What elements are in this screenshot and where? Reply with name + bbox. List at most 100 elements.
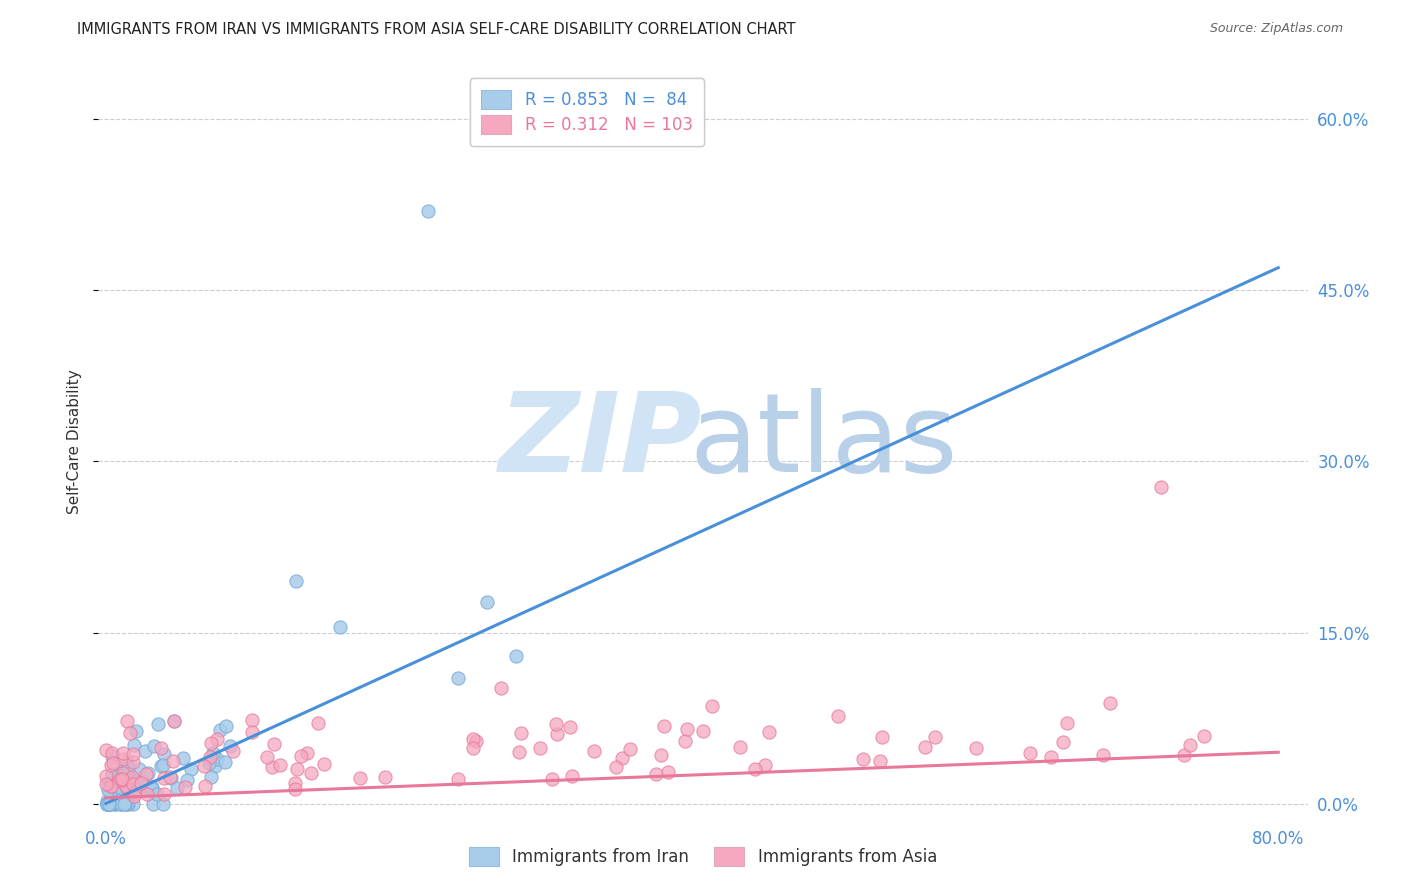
Point <box>149 740 172 755</box>
Text: ZIP: ZIP <box>499 388 702 495</box>
Point <box>98 775 121 789</box>
Point <box>98 797 121 811</box>
Point <box>447 772 470 786</box>
Point <box>546 727 568 741</box>
Point <box>869 754 891 768</box>
Point <box>100 758 122 772</box>
Point <box>827 708 849 723</box>
Point <box>582 744 605 758</box>
Point <box>446 671 468 685</box>
Point <box>152 747 174 761</box>
Point <box>1150 479 1173 493</box>
Point <box>285 762 308 776</box>
Point <box>676 722 699 736</box>
Legend: Immigrants from Iran, Immigrants from Asia: Immigrants from Iran, Immigrants from As… <box>461 838 945 875</box>
Point <box>172 750 194 764</box>
Point <box>163 714 186 729</box>
Point <box>94 743 117 757</box>
Point <box>134 744 156 758</box>
Point <box>128 784 150 798</box>
Point <box>174 780 197 794</box>
Point <box>561 769 583 783</box>
Point <box>610 750 633 764</box>
Point <box>117 756 139 770</box>
Point <box>152 758 174 772</box>
Point <box>97 797 120 811</box>
Point <box>94 777 117 791</box>
Point <box>148 716 170 731</box>
Point <box>96 797 118 811</box>
Point <box>193 758 215 772</box>
Point <box>692 724 714 739</box>
Point <box>544 717 567 731</box>
Point <box>673 734 696 748</box>
Point <box>103 781 125 796</box>
Point <box>124 786 146 800</box>
Point <box>652 719 675 733</box>
Point <box>118 775 141 789</box>
Point <box>301 766 323 780</box>
Point <box>150 758 173 772</box>
Point <box>96 797 118 811</box>
Point <box>98 793 121 807</box>
Point <box>214 755 236 769</box>
Point <box>374 771 396 785</box>
Text: Source: ZipAtlas.com: Source: ZipAtlas.com <box>1209 22 1343 36</box>
Point <box>115 780 138 795</box>
Point <box>108 797 131 811</box>
Point <box>284 781 307 796</box>
Point <box>204 759 226 773</box>
Point <box>136 765 159 780</box>
Point <box>162 754 184 768</box>
Point <box>163 714 186 728</box>
Point <box>152 797 174 811</box>
Point <box>307 715 329 730</box>
Point <box>349 772 371 786</box>
Point <box>260 760 283 774</box>
Point <box>965 740 987 755</box>
Point <box>100 779 122 793</box>
Point <box>121 797 143 811</box>
Point <box>122 781 145 796</box>
Point <box>153 771 176 785</box>
Point <box>108 765 131 780</box>
Point <box>100 797 122 811</box>
Point <box>650 748 672 763</box>
Point <box>135 782 157 797</box>
Point <box>111 765 134 780</box>
Text: IMMIGRANTS FROM IRAN VS IMMIGRANTS FROM ASIA SELF-CARE DISABILITY CORRELATION CH: IMMIGRANTS FROM IRAN VS IMMIGRANTS FROM … <box>77 22 796 37</box>
Point <box>110 797 132 811</box>
Point <box>1056 715 1078 730</box>
Point <box>284 776 307 790</box>
Point <box>200 736 222 750</box>
Point <box>541 772 564 786</box>
Point <box>141 780 163 795</box>
Point <box>508 745 530 759</box>
Point <box>121 770 143 784</box>
Point <box>142 797 165 811</box>
Point <box>135 767 157 781</box>
Point <box>215 719 238 733</box>
Point <box>121 755 143 769</box>
Point <box>117 761 139 775</box>
Point <box>104 797 127 811</box>
Point <box>115 779 138 793</box>
Point <box>1052 735 1074 749</box>
Point <box>194 779 217 793</box>
Point <box>240 714 263 728</box>
Point <box>96 794 118 808</box>
Point <box>122 777 145 791</box>
Point <box>107 785 129 799</box>
Point <box>702 698 724 713</box>
Point <box>295 747 318 761</box>
Text: atlas: atlas <box>690 388 957 495</box>
Point <box>463 740 485 755</box>
Point <box>136 787 159 801</box>
Point <box>222 744 245 758</box>
Point <box>529 740 551 755</box>
Point <box>122 789 145 804</box>
Point <box>114 779 136 793</box>
Point <box>97 797 120 811</box>
Point <box>104 797 127 811</box>
Point <box>198 750 221 764</box>
